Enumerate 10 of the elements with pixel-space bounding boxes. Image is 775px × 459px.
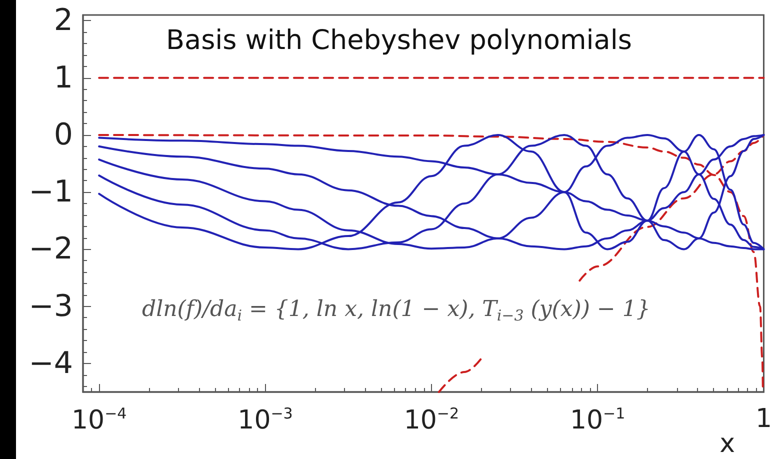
y-tick-label: 2	[54, 3, 73, 38]
y-tick-label: −4	[28, 346, 73, 381]
y-tick-label: 1	[54, 60, 73, 96]
x-axis-title: x	[720, 429, 736, 459]
y-tick-label: −1	[28, 174, 73, 210]
y-tick-label: −3	[28, 288, 73, 324]
y-tick-label: 0	[54, 117, 73, 152]
chart-title: Basis with Chebyshev polynomials	[166, 25, 632, 56]
x-tick-label: 1	[755, 404, 772, 434]
y-tick-label: −2	[28, 232, 73, 267]
